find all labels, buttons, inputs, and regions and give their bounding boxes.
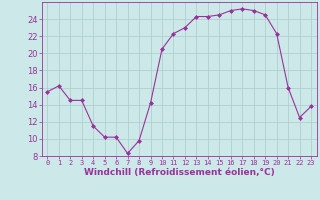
X-axis label: Windchill (Refroidissement éolien,°C): Windchill (Refroidissement éolien,°C) <box>84 168 275 177</box>
